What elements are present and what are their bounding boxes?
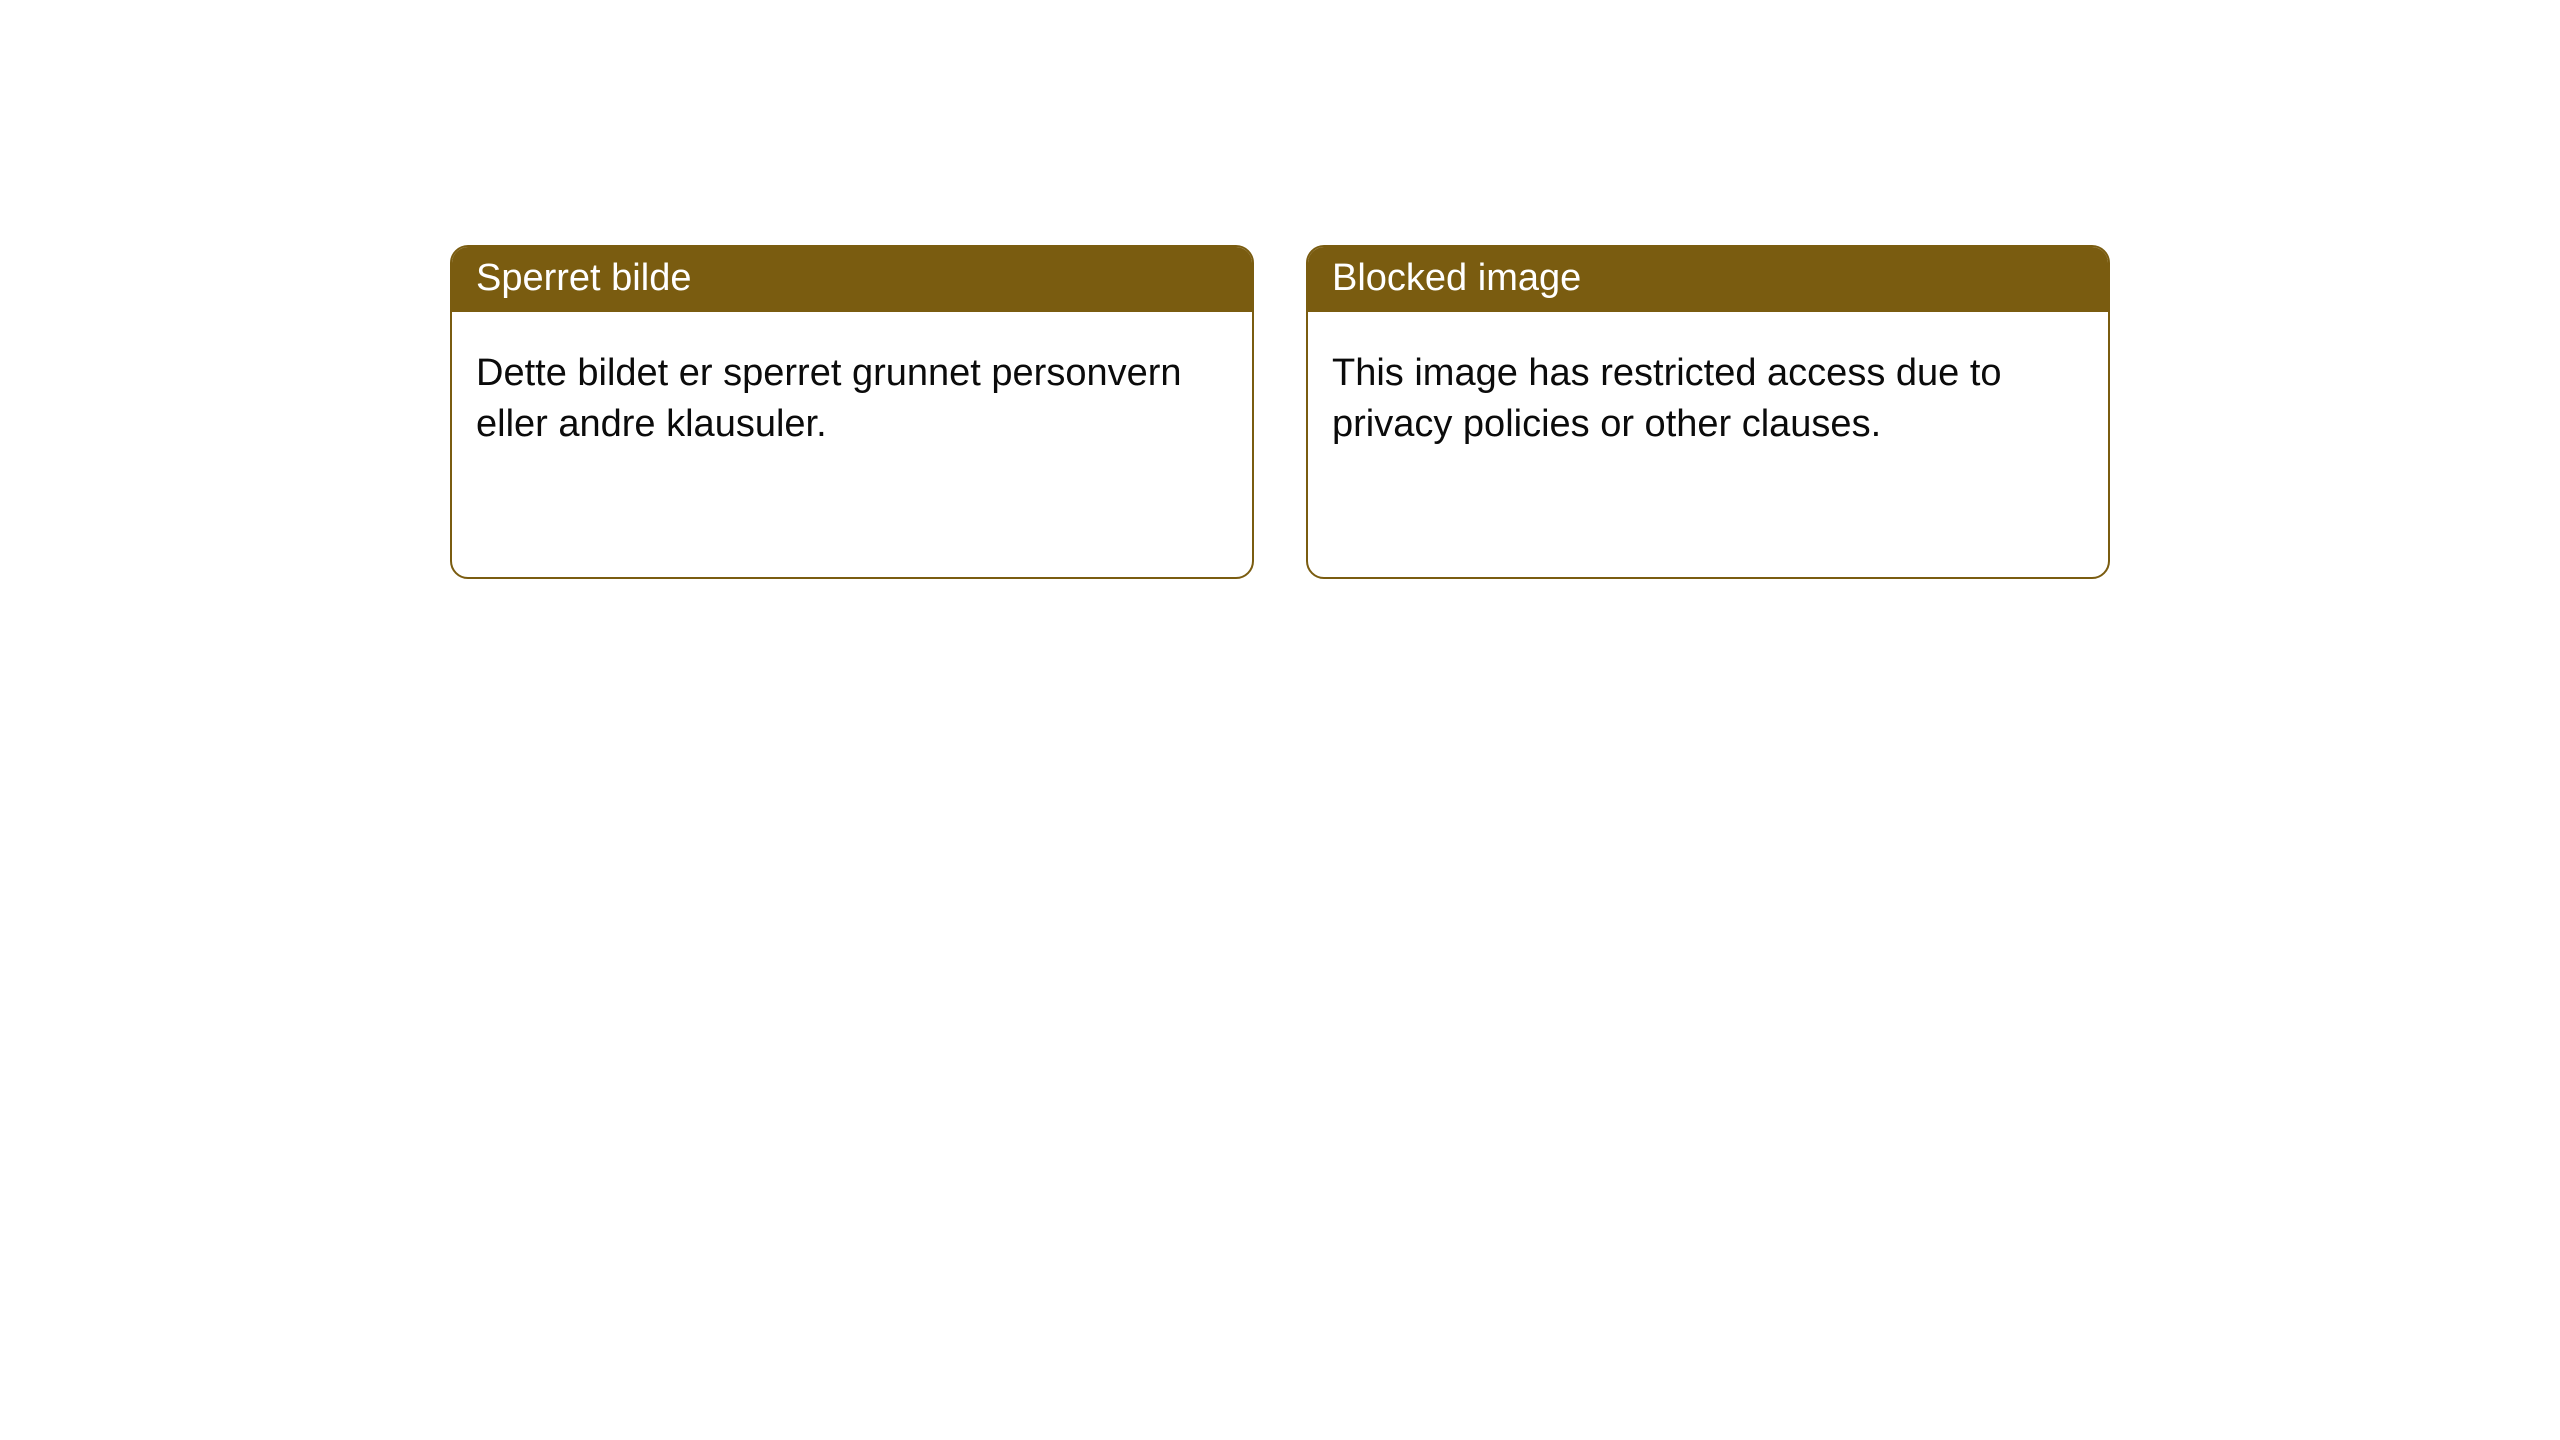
notice-card-norwegian: Sperret bilde Dette bildet er sperret gr… — [450, 245, 1254, 579]
notice-card-english: Blocked image This image has restricted … — [1306, 245, 2110, 579]
notice-body-english: This image has restricted access due to … — [1308, 312, 2108, 475]
notice-header-english: Blocked image — [1308, 247, 2108, 312]
notice-header-norwegian: Sperret bilde — [452, 247, 1252, 312]
notice-container: Sperret bilde Dette bildet er sperret gr… — [0, 0, 2560, 579]
notice-body-norwegian: Dette bildet er sperret grunnet personve… — [452, 312, 1252, 475]
